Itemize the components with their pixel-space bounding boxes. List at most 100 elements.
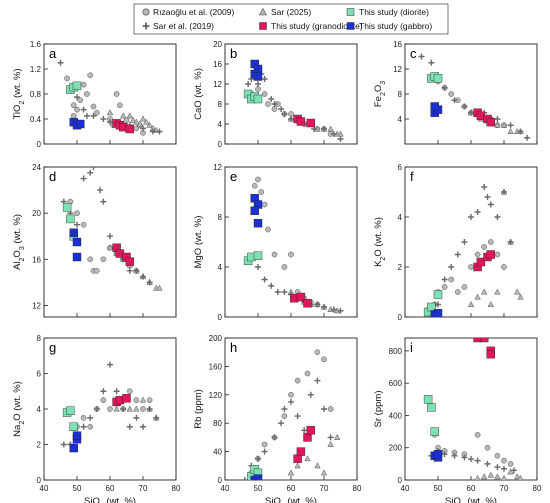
point-sar2019 <box>474 457 481 464</box>
point-sar2025 <box>501 474 507 480</box>
y-tick-label: 16 <box>32 255 41 264</box>
point-rizaoglu <box>288 391 294 398</box>
point-sar2019 <box>494 214 501 220</box>
point-rizaoglu <box>265 101 271 107</box>
y-tick-label: 200 <box>389 444 403 453</box>
point-sar2025 <box>113 405 120 412</box>
point-sar2025 <box>327 440 334 447</box>
point-rizaoglu <box>468 264 474 270</box>
legend-symbol-circle <box>142 8 150 16</box>
y-axis-label: TiO2 (wt. %) <box>12 68 26 119</box>
point-gabbro <box>253 219 263 228</box>
y-tick-label: 4 <box>218 120 223 129</box>
point-rizaoglu <box>281 264 288 270</box>
y-axis-label: K2O (wt. %) <box>373 217 387 267</box>
point-sar2025 <box>494 121 501 128</box>
point-sar2025 <box>507 468 514 475</box>
point-sar2025 <box>333 433 341 440</box>
point-sar2019 <box>261 76 268 82</box>
point-sar2019 <box>461 103 468 110</box>
point-sar2025 <box>287 469 295 476</box>
point-sar2019 <box>418 53 425 60</box>
point-sar2019 <box>314 377 321 384</box>
point-sar2019 <box>146 406 153 412</box>
y-tick-label: 12 <box>213 80 222 89</box>
point-sar2019 <box>288 116 294 122</box>
point-sar2019 <box>461 454 468 461</box>
point-sar2025 <box>480 473 488 480</box>
marks-a <box>57 59 163 136</box>
y-tick-label: 4 <box>398 213 403 222</box>
point-sar2019 <box>80 175 87 182</box>
point-sar2025 <box>500 121 508 128</box>
point-diorite <box>433 74 443 83</box>
point-rizaoglu <box>271 251 278 258</box>
point-granodiorite <box>296 447 306 456</box>
point-rizaoglu <box>265 226 271 233</box>
point-sar2025 <box>517 474 524 480</box>
point-sar2019 <box>461 239 468 245</box>
point-gabbro <box>69 443 78 453</box>
point-diorite <box>253 94 263 104</box>
point-sar2019 <box>321 126 327 132</box>
x-tick-label: 60 <box>106 484 115 493</box>
point-rizaoglu <box>507 461 514 467</box>
point-sar2019 <box>120 406 127 412</box>
y-tick-label: 20 <box>213 40 222 49</box>
point-sar2019 <box>100 388 107 395</box>
point-rizaoglu <box>304 370 311 377</box>
point-gabbro <box>433 449 443 459</box>
point-rizaoglu <box>261 441 268 448</box>
point-rizaoglu <box>258 189 265 195</box>
point-gabbro <box>433 309 443 317</box>
y-tick-label: 16 <box>393 40 402 49</box>
point-rizaoglu <box>251 182 258 189</box>
point-rizaoglu <box>87 256 94 263</box>
point-sar2019 <box>93 406 100 412</box>
point-gabbro <box>253 72 263 81</box>
panel-label: e <box>230 169 237 184</box>
point-sar2019 <box>107 119 113 126</box>
panel-g: 0 2 4 6 8 40 50 60 70 80 g Na2O (wt. %) SiO2 (wt. %) <box>12 334 181 503</box>
point-diorite <box>433 290 443 299</box>
point-sar2019 <box>468 456 474 463</box>
point-rizaoglu <box>441 284 448 290</box>
y-tick-label: 0 <box>37 476 42 485</box>
y-axis-label: Fe2O3 <box>373 81 387 107</box>
legend-label-diorite: This study (diorite) <box>359 7 429 17</box>
point-rizaoglu <box>454 289 461 295</box>
point-granodiorite <box>296 117 306 126</box>
point-sar2025 <box>487 300 495 307</box>
point-sar2025 <box>119 112 127 119</box>
point-sar2019 <box>107 361 113 368</box>
point-sar2019 <box>149 128 156 135</box>
point-sar2019 <box>468 109 474 116</box>
point-rizaoglu <box>474 251 481 258</box>
point-sar2019 <box>261 448 268 455</box>
x-tick-label: 40 <box>401 484 410 493</box>
point-sar2025 <box>156 284 163 291</box>
point-sar2019 <box>133 267 140 274</box>
point-gabbro <box>69 228 78 237</box>
y-tick-label: 0 <box>218 313 223 322</box>
point-sar2019 <box>107 233 113 240</box>
point-rizaoglu <box>70 102 77 109</box>
legend-frame <box>133 3 449 35</box>
point-rizaoglu <box>461 284 468 290</box>
point-sar2019 <box>278 106 285 112</box>
point-rizaoglu <box>80 221 87 228</box>
point-rizaoglu <box>288 251 294 258</box>
point-sar2019 <box>57 59 64 66</box>
y-tick-label: 8 <box>218 213 223 222</box>
point-rizaoglu <box>255 86 261 92</box>
panel-a: 0 0.4 0.8 1.2 1.6 a TiO2 (wt. %) <box>12 40 177 149</box>
point-sar2019 <box>261 276 268 283</box>
point-granodiorite <box>306 118 315 128</box>
point-diorite <box>430 427 439 436</box>
point-rizaoglu <box>321 356 327 363</box>
point-rizaoglu <box>74 106 80 113</box>
panel-d: 12 16 20 24 d Al2O3 (wt. %) <box>12 163 177 318</box>
point-sar2019 <box>146 279 153 286</box>
point-gabbro <box>250 206 259 215</box>
